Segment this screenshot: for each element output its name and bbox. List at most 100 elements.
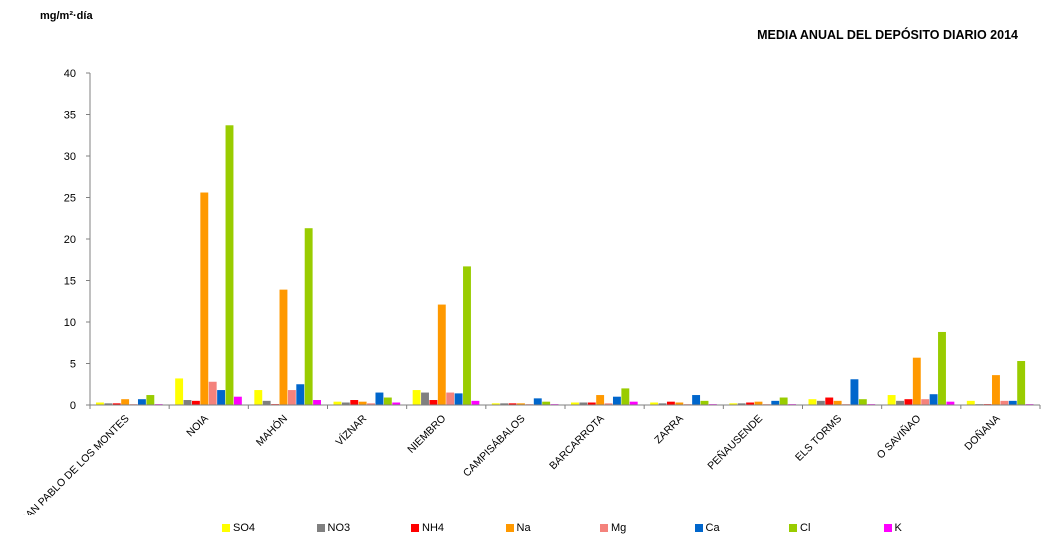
y-tick-label: 40 <box>64 68 76 80</box>
legend-label: SO4 <box>233 522 256 534</box>
bar-so4 <box>808 399 817 405</box>
bar-mg <box>287 390 296 405</box>
x-category-label: ZARRA <box>652 413 686 447</box>
bar-ca <box>771 400 780 405</box>
bar-chart: 0 5 10 15 20 25 30 35 40 SAN PABLO DE LOS MONTES… <box>19 68 1041 515</box>
bar-cl <box>542 401 551 405</box>
x-category-label: NIEMBRO <box>405 413 448 456</box>
bar-na <box>675 402 684 405</box>
bar-k <box>392 402 401 405</box>
bar-nh4 <box>429 400 438 405</box>
legend-label: Cl <box>800 522 811 534</box>
bar-ca <box>850 379 859 405</box>
bar-mg <box>367 403 375 405</box>
legend-item-ca: Ca <box>694 522 720 534</box>
bar-so4 <box>650 402 659 405</box>
bar-cl <box>700 400 709 405</box>
bar-mg <box>921 399 930 405</box>
y-tick-label: 25 <box>64 193 76 205</box>
x-category-label: O SAVIÑAO <box>874 412 923 461</box>
x-axis: SAN PABLO DE LOS MONTES NOIA MAHÓN VÍZNAR NI… <box>19 404 1041 515</box>
bar-na <box>279 289 288 405</box>
x-category-label: PEÑAUSENDE <box>705 412 765 472</box>
legend-item-na: Na <box>505 522 531 534</box>
bar-no3 <box>341 402 350 405</box>
bar-ca <box>929 394 938 405</box>
bar-nh4 <box>508 403 517 405</box>
bar-mg <box>1000 400 1009 405</box>
bar-nh4 <box>666 401 675 405</box>
x-category-label: SAN PABLO DE LOS MONTES <box>19 413 132 515</box>
bar-na <box>200 192 209 405</box>
bar-so4 <box>966 400 975 405</box>
legend-label: Na <box>516 522 531 534</box>
bar-nh4 <box>112 403 121 405</box>
bar-cl <box>779 397 788 405</box>
legend-swatch <box>600 524 608 532</box>
bar-k <box>629 401 638 405</box>
x-category-label: NOIA <box>184 413 211 440</box>
bars <box>96 125 1034 405</box>
y-tick-label: 35 <box>64 110 76 122</box>
legend-swatch <box>883 524 892 532</box>
x-category-label: VÍZNAR <box>333 412 370 449</box>
bar-nh4 <box>746 402 755 405</box>
y-tick-label: 30 <box>64 151 76 163</box>
bar-so4 <box>571 402 579 405</box>
bar-so4 <box>729 403 738 405</box>
bar-cl <box>146 395 155 405</box>
bar-k <box>313 400 321 405</box>
bar-no3 <box>183 400 192 405</box>
y-tick-label: 15 <box>64 276 76 288</box>
legend-swatch <box>411 524 419 532</box>
legend-label: NO3 <box>327 522 351 534</box>
bar-no3 <box>262 400 271 405</box>
bar-ca <box>692 395 701 405</box>
bar-na <box>121 399 130 405</box>
bar-k <box>946 401 955 405</box>
bar-na <box>992 375 1000 405</box>
bar-nh4 <box>587 402 596 405</box>
y-tick-label: 0 <box>70 400 76 412</box>
bar-no3 <box>104 403 113 405</box>
bar-cl <box>1017 361 1026 405</box>
legend-item-so4: SO4 <box>222 522 255 534</box>
legend-swatch <box>694 524 703 532</box>
bar-no3 <box>500 403 509 405</box>
bar-k <box>233 396 242 405</box>
bar-cl <box>383 397 392 405</box>
bar-no3 <box>896 400 904 405</box>
legend-label: Ca <box>705 522 720 534</box>
bar-na <box>437 304 446 405</box>
bar-na <box>754 401 763 405</box>
bar-no3 <box>658 403 667 405</box>
bar-mg <box>208 381 217 405</box>
bar-so4 <box>175 378 184 405</box>
y-unit-label: mg/m²·día <box>40 10 93 22</box>
chart-title: MEDIA ANUAL DEL DEPÓSITO DIARIO 2014 <box>757 28 1018 42</box>
bar-cl <box>858 399 867 405</box>
bar-so4 <box>491 403 500 405</box>
bar-cl <box>463 266 471 405</box>
y-axis: 0 5 10 15 20 25 30 35 40 <box>64 68 91 412</box>
bar-so4 <box>887 395 896 405</box>
bar-mg <box>604 403 613 405</box>
legend-label: K <box>894 522 902 534</box>
bar-cl <box>304 228 313 405</box>
bar-nh4 <box>904 399 913 405</box>
bar-cl <box>225 125 234 405</box>
bar-so4 <box>333 401 342 405</box>
bar-no3 <box>737 403 746 405</box>
legend-swatch <box>505 524 514 532</box>
x-category-label: DOÑANA <box>962 412 1003 453</box>
bar-ca <box>612 396 621 405</box>
legend-item-mg: Mg <box>600 522 626 534</box>
bar-no3 <box>421 392 429 405</box>
x-category-label: MAHÓN <box>253 412 290 449</box>
bar-nh4 <box>191 400 200 405</box>
bar-na <box>912 357 921 405</box>
legend-item-cl: Cl <box>789 522 810 534</box>
bar-ca <box>375 392 384 405</box>
bar-ca <box>1008 400 1017 405</box>
legend-item-k: K <box>883 522 902 534</box>
